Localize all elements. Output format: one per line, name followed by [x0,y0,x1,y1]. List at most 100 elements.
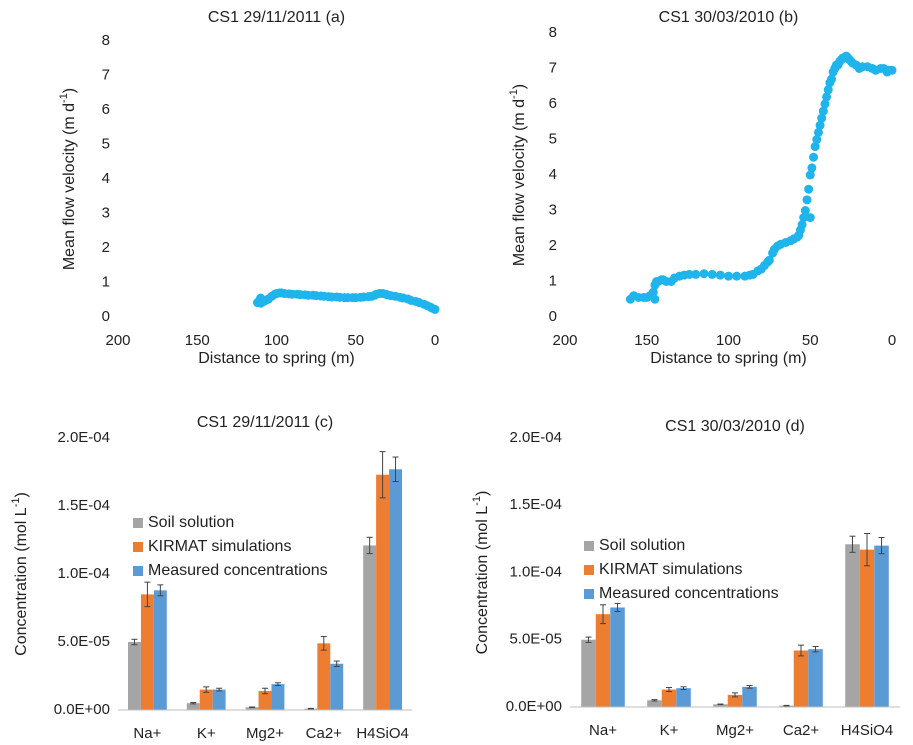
data-point [691,269,701,279]
bar [363,545,377,710]
x-tick-label: 150 [185,332,210,349]
y-axis-label-part: -1 [508,89,520,99]
bar [845,544,860,707]
x-tick-label: H4SiO4 [356,725,409,742]
error-bar [307,707,314,710]
data-point [799,213,809,223]
bar [186,703,200,710]
error-bar [379,451,386,499]
bar [258,690,272,710]
legend-swatch [133,518,143,528]
error-bar [746,684,753,689]
bar [271,684,285,710]
data-point [812,135,822,144]
data-point [807,163,817,173]
y-tick-label: 5.0E-05 [509,631,562,648]
error-bar [680,686,687,691]
bar [808,649,823,707]
y-axis-label-part: -1 [10,498,22,508]
data-point [650,294,660,304]
bar [874,545,889,707]
y-axis-label-part: ) [13,492,30,497]
y-axis-label: Concentration (mol L-1) [471,491,491,655]
bar [859,549,875,707]
x-tick-label: Mg2+ [716,722,754,739]
bar [140,594,154,710]
bar [676,688,691,707]
y-tick-label: 5.0E-05 [57,633,110,650]
bar [245,707,259,710]
error-bar [878,537,885,555]
bar [713,704,728,707]
y-tick-label: 7 [102,66,110,83]
error-bar [798,644,804,657]
data-point [648,287,658,297]
data-point [809,152,819,162]
y-tick-label: 6 [102,101,110,118]
error-bar [732,692,738,698]
error-bar [666,686,672,693]
data-point [805,213,815,223]
y-tick-label: 4 [102,170,110,187]
y-tick-label: 7 [549,59,557,76]
legend-label: KIRMAT simulations [599,561,742,578]
y-tick-label: 3 [549,201,557,218]
bar [127,642,141,710]
data-point [813,127,823,137]
y-tick-label: 3 [102,204,110,221]
y-tick-label: 1.0E-04 [509,563,562,580]
y-axis-label-part: ) [511,84,528,89]
error-bar [144,581,151,608]
y-tick-label: 0 [549,308,557,325]
legend-swatch [133,542,143,552]
data-point [887,65,897,75]
x-tick-label: 100 [264,332,289,349]
bar [647,700,662,707]
x-tick-label: Mg2+ [246,725,284,742]
data-point [802,195,812,205]
error-bar [203,686,210,693]
bar [793,650,809,707]
x-tick-label: 0 [888,332,896,349]
legend-label: Soil solution [148,514,234,531]
legend-label: Measured concentrations [148,562,328,579]
x-tick-label: 200 [105,332,130,349]
data-point [822,92,832,102]
x-tick-label: K+ [660,722,679,739]
legend-label: KIRMAT simulations [148,538,291,555]
error-bar [864,532,870,567]
error-bar [190,702,197,705]
bar [376,474,390,710]
y-tick-label: 0.0E+00 [506,698,562,715]
y-tick-label: 1.5E-04 [509,496,562,513]
legend-label: Soil solution [599,537,685,554]
error-bar [585,636,592,643]
error-bar [614,602,621,613]
x-axis-label: Distance to spring (m) [650,350,807,367]
y-axis-label: Concentration (mol L-1) [10,492,30,656]
y-axis-label: Mean flow velocity (m d-1) [508,84,528,266]
y-axis-label: Mean flow velocity (m d-1) [58,88,78,270]
y-tick-label: 8 [102,32,110,49]
error-bar [783,704,790,707]
bar [595,614,611,707]
y-axis-label-part: -1 [58,93,70,103]
y-tick-label: 5 [549,130,557,147]
data-point [699,269,709,279]
y-tick-label: 0 [102,308,110,325]
bar [330,663,344,710]
legend-label: Measured concentrations [599,585,779,602]
bar [610,607,625,707]
y-axis-label-part: ) [61,88,78,93]
data-point [818,106,828,116]
y-tick-label: 2.0E-04 [509,429,562,446]
error-bar [262,687,268,695]
error-bar [366,536,373,555]
y-tick-label: 5 [102,135,110,152]
error-bar [812,645,819,653]
x-tick-label: 0 [431,332,439,349]
y-tick-label: 8 [549,24,557,41]
error-bar [320,636,327,651]
y-axis-label-part: Mean flow velocity (m d [61,103,78,270]
